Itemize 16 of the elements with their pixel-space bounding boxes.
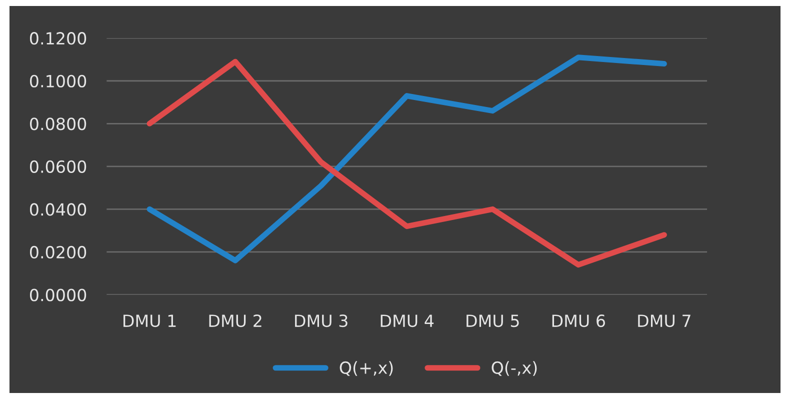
x-tick-label: DMU 1 [124,314,176,328]
x-tick-label: DMU 7 [638,314,690,328]
y-tick-label: 0.1200 [30,32,86,45]
y-tick-label: 0.0400 [30,203,86,216]
x-tick-label: DMU 2 [209,314,262,328]
x-tick-label: DMU 4 [380,314,434,328]
y-tick-label: 0.0600 [30,160,86,173]
y-tick-label: 0.0000 [30,288,86,302]
x-tick-label: DMU 5 [466,314,519,328]
x-tick-label: DMU 3 [295,314,348,328]
legend-label: Q(-,x) [492,361,537,376]
x-tick-label: DMU 6 [552,314,605,328]
y-tick-label: 0.1000 [30,74,86,88]
y-tick-label: 0.0800 [30,118,86,130]
y-tick-label: 0.0200 [30,246,86,259]
legend-label: Q(+,x) [340,361,393,376]
